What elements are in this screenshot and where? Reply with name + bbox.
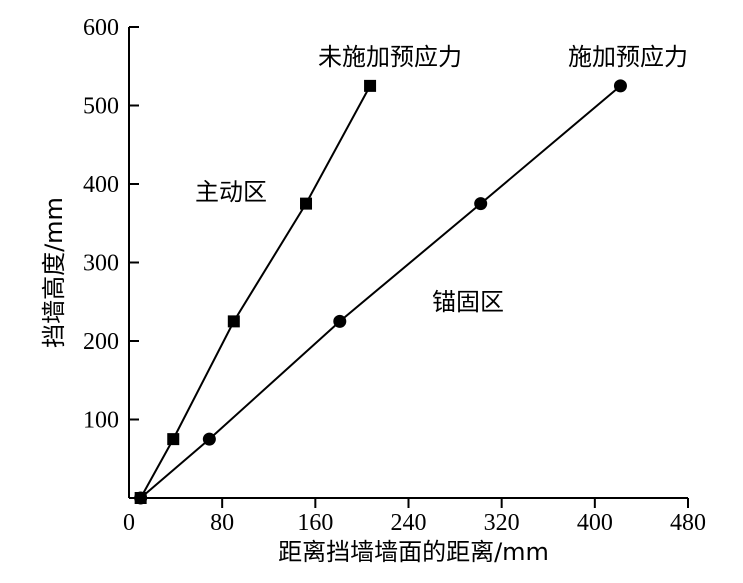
circle-marker — [202, 432, 216, 446]
x-tick-label: 480 — [670, 510, 706, 536]
circle-marker — [333, 314, 347, 328]
square-marker — [227, 315, 240, 328]
active-zone-label: 主动区 — [195, 178, 267, 206]
y-axis-title: 挡墙高度/mm — [40, 197, 68, 348]
x-tick-label: 160 — [297, 510, 333, 536]
y-tick-label: 600 — [83, 15, 119, 41]
x-tick-label: 80 — [210, 510, 234, 536]
circle-marker — [474, 197, 488, 211]
anchorage-zone-label: 锚固区 — [432, 288, 504, 316]
x-tick-label: 320 — [484, 510, 520, 536]
x-tick-label: 240 — [391, 510, 427, 536]
square-marker — [300, 197, 313, 210]
x-axis-title: 距离挡墙墙面的距离/mm — [278, 538, 549, 566]
square-marker — [167, 433, 180, 446]
series-label-prestress: 施加预应力 — [568, 43, 688, 71]
y-tick-label: 500 — [83, 94, 119, 120]
y-tick-label: 400 — [83, 172, 119, 198]
series — [134, 79, 627, 505]
circle-marker — [613, 79, 627, 93]
y-tick-label: 300 — [83, 251, 119, 277]
x-tick-label: 0 — [123, 510, 135, 536]
circle-marker — [134, 491, 148, 505]
axes — [128, 27, 688, 499]
ticks: 0 80 160 240 320 400 480 100 200 300 400 500 600 — [83, 15, 706, 536]
square-marker — [364, 79, 377, 92]
y-tick-label: 100 — [83, 408, 119, 434]
y-tick-label: 200 — [83, 329, 119, 355]
x-tick-label: 400 — [577, 510, 613, 536]
series-label-no-prestress: 未施加预应力 — [318, 43, 462, 71]
